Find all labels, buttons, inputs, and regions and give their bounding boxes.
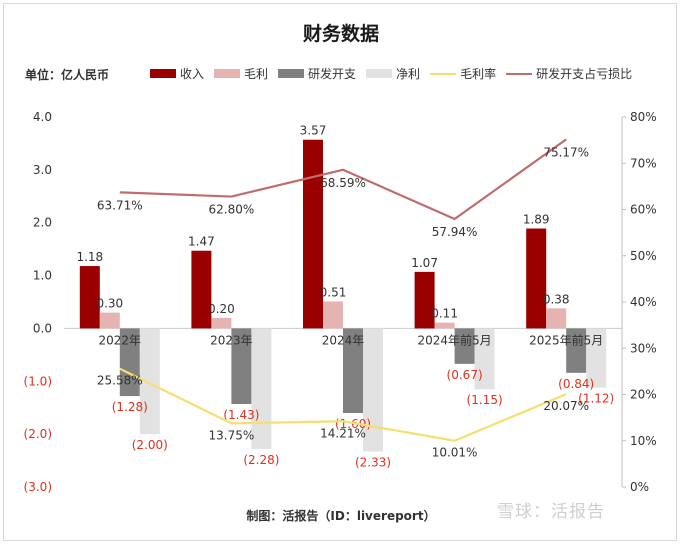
line-data-label: 57.94% [432,225,478,239]
line-data-label: 68.59% [320,176,366,190]
line-data-label: 20.07% [543,399,589,413]
y-left-tick-label: 4.0 [33,110,52,124]
bar-收入 [526,228,547,329]
legend-swatch [430,72,457,75]
bar-收入 [414,271,435,329]
legend-label: 净利 [396,67,421,81]
line-data-label: 63.71% [97,198,143,212]
legend-item: 收入 [150,65,204,82]
legend-label: 研发开支占亏损比 [536,67,633,81]
legend-item: 研发开支 [278,65,356,82]
x-tick-label: 2024年前5月 [418,332,492,347]
bar-data-label: (2.28) [243,453,279,467]
bar-毛利 [546,308,567,329]
line-data-label: 75.17% [543,145,589,159]
bar-data-label: 1.89 [523,213,550,227]
bar-data-label: 0.51 [320,285,347,299]
bar-净利 [139,328,160,435]
y-right-tick-label: 70% [630,156,657,170]
legend-label: 收入 [180,67,205,81]
y-left-tick-label: (2.0) [24,427,52,441]
chart-frame [3,3,677,541]
bar-data-label: 1.07 [411,256,438,270]
x-tick-label: 2025年前5月 [529,332,603,347]
bar-研发开支 [231,328,252,405]
bar-毛利 [99,312,120,329]
bar-净利 [586,328,607,388]
bar-data-label: (0.84) [558,377,594,391]
y-right-tick-label: 60% [630,203,657,217]
y-left-tick-label: (1.0) [24,374,52,388]
chart-title: 财务数据 [302,23,379,45]
y-right-tick-label: 80% [630,110,657,124]
y-left-tick-label: 1.0 [33,269,52,283]
line-data-label: 25.58% [97,374,143,388]
legend-label: 毛利 [244,67,269,81]
x-tick-label: 2024年 [322,333,365,347]
legend-label: 毛利率 [460,67,497,81]
line-data-label: 13.75% [209,428,255,442]
y-left-tick-label: 3.0 [33,163,52,177]
y-right-tick-label: 20% [630,388,657,402]
bar-data-label: 0.11 [431,307,458,321]
legend-item: 净利 [366,65,420,82]
bar-毛利 [323,301,343,329]
y-right-tick-label: 40% [630,295,657,309]
legend-item: 毛利率 [430,65,496,82]
x-tick-label: 2023年 [210,333,253,347]
legend-swatch [214,69,241,78]
bar-研发开支 [566,328,587,373]
legend-item: 研发开支占亏损比 [506,65,632,82]
legend-label: 研发开支 [308,67,357,81]
bar-data-label: 0.20 [208,302,235,316]
chart-footer: 制图：活报告（ID：livereport） [246,509,436,523]
bar-净利 [363,328,383,452]
bar-data-label: (1.12) [578,392,614,406]
y-right-tick-label: 30% [630,341,657,355]
bar-研发开支 [454,328,475,364]
bar-毛利 [434,322,455,329]
legend-item: 毛利 [214,65,268,82]
bar-data-label: 1.47 [188,235,215,249]
y-right-tick-label: 0% [630,480,649,494]
chart-legend: 收入 毛利 研发开支 净利 毛利率 研发开支占亏损比 [150,65,642,82]
legend-swatch [150,69,176,78]
bar-data-label: (2.00) [132,438,168,452]
bar-data-label: 3.57 [300,124,327,138]
bar-data-label: (0.67) [447,368,483,382]
bar-研发开支 [119,328,140,397]
bar-收入 [303,139,323,329]
legend-swatch [506,72,533,75]
bar-收入 [191,250,212,329]
bar-研发开支 [343,328,363,413]
y-left-tick-label: 2.0 [33,216,52,230]
bar-data-label: (2.33) [355,456,391,470]
y-right-tick-label: 10% [630,434,657,448]
line-data-label: 62.80% [209,203,255,217]
bar-data-label: 0.38 [543,292,570,306]
bar-data-label: (1.43) [223,408,259,422]
bar-data-label: 0.30 [96,297,123,311]
line-data-label: 14.21% [320,426,366,440]
line-data-label: 10.01% [432,446,478,460]
x-tick-label: 2022年 [99,333,142,347]
bar-data-label: 1.18 [76,250,103,264]
legend-swatch [278,69,305,78]
bar-净利 [251,328,272,449]
bar-收入 [79,266,100,329]
bar-净利 [474,328,495,390]
bar-data-label: (1.15) [467,393,503,407]
y-left-tick-label: 0.0 [33,321,52,335]
legend-swatch [366,69,393,78]
bar-data-label: (1.28) [112,400,148,414]
y-left-tick-label: (3.0) [24,480,52,494]
unit-label: 单位：亿人民币 [25,68,110,82]
y-right-tick-label: 50% [630,249,657,263]
bar-毛利 [211,317,232,329]
watermark: 雪球：活报告 [497,502,605,522]
